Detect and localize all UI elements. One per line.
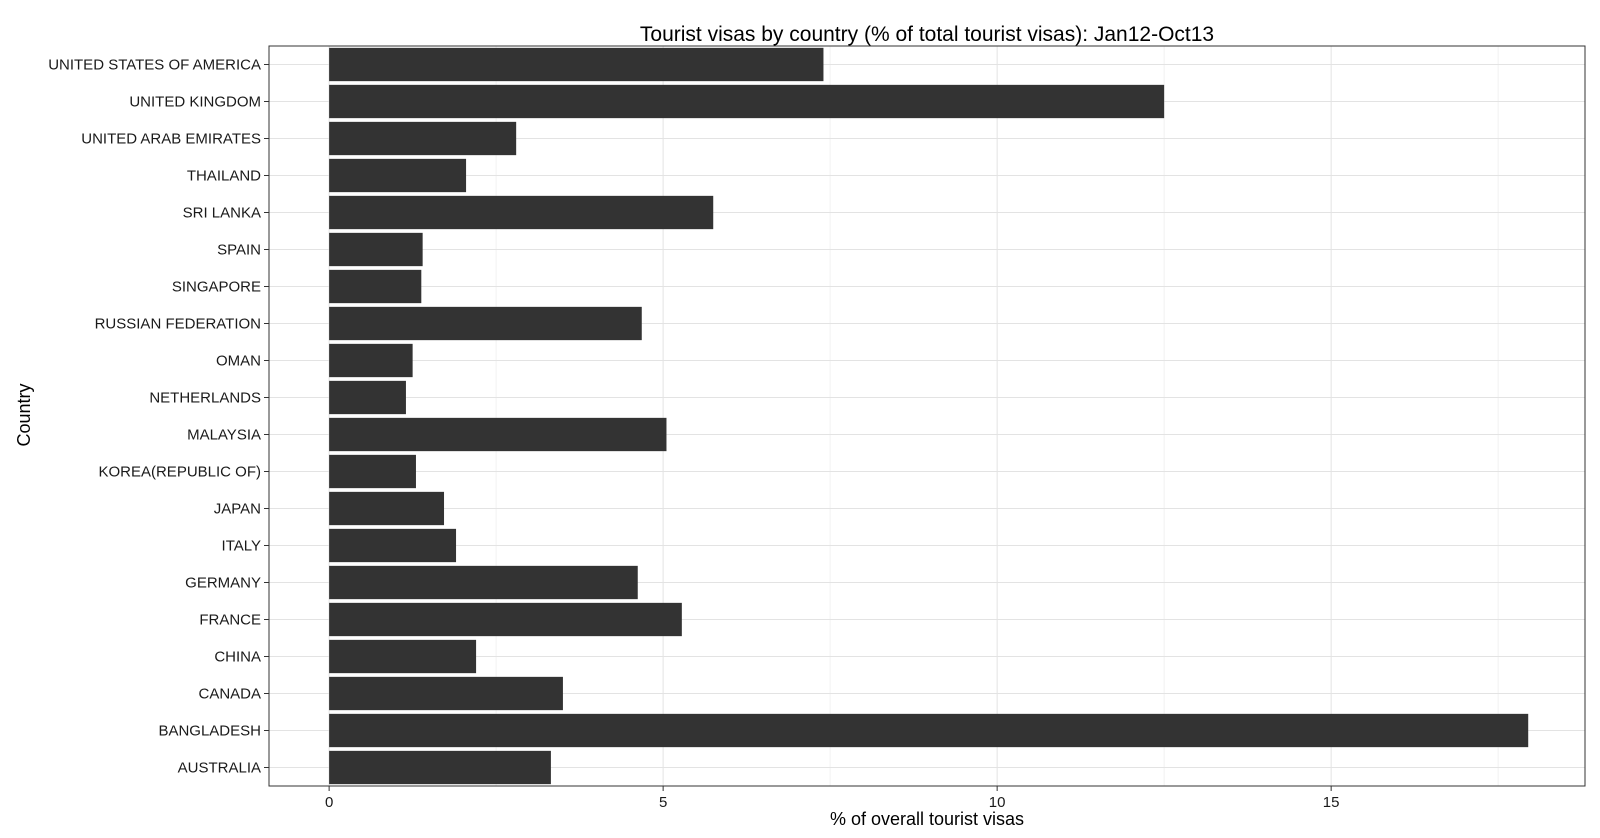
y-tick-label: OMAN <box>216 353 261 370</box>
chart-title: Tourist visas by country (% of total tou… <box>640 23 1214 46</box>
y-tick-label: BANGLADESH <box>158 723 261 740</box>
y-axis: UNITED STATES OF AMERICA UNITED KINGDOM UN… <box>48 57 269 777</box>
y-tick-label: UNITED KINGDOM <box>129 94 261 111</box>
bar <box>329 232 423 267</box>
bar <box>329 195 714 230</box>
bar <box>329 750 551 785</box>
bar <box>329 158 467 193</box>
x-tick-label: 5 <box>659 794 667 811</box>
x-tick-label: 15 <box>1323 794 1340 811</box>
x-tick-label: 10 <box>989 794 1006 811</box>
plot-panel-border <box>268 45 1586 787</box>
bar <box>329 417 667 452</box>
y-tick-label: GERMANY <box>185 575 261 592</box>
bar <box>329 121 517 156</box>
bar <box>329 269 422 304</box>
x-axis-title: % of overall tourist visas <box>830 809 1024 829</box>
y-tick-label: MALAYSIA <box>187 427 261 444</box>
bar <box>329 639 477 674</box>
y-tick-label: UNITED STATES OF AMERICA <box>48 57 261 74</box>
y-tick-label: AUSTRALIA <box>178 760 261 777</box>
bar <box>329 47 824 82</box>
y-tick-label: THAILAND <box>187 168 261 185</box>
bar <box>329 343 413 378</box>
y-tick-label: KOREA(REPUBLIC OF) <box>98 464 261 481</box>
y-tick-label: SRI LANKA <box>183 205 261 222</box>
y-tick-label: FRANCE <box>199 612 261 629</box>
y-tick-label: RUSSIAN FEDERATION <box>95 316 261 333</box>
y-tick-label: CANADA <box>198 686 261 703</box>
bar <box>329 713 1529 748</box>
y-tick-label: SPAIN <box>217 242 261 259</box>
bar <box>329 306 642 341</box>
y-tick-label: NETHERLANDS <box>149 390 261 407</box>
y-tick-label: ITALY <box>222 538 261 555</box>
y-axis-title: Country <box>14 383 34 446</box>
y-tick-label: JAPAN <box>214 501 261 518</box>
y-tick-label: SINGAPORE <box>172 279 261 296</box>
bar <box>329 676 563 711</box>
bar <box>329 491 445 526</box>
bar <box>329 454 416 489</box>
bar <box>329 84 1165 119</box>
bar <box>329 380 406 415</box>
y-tick-label: CHINA <box>214 649 261 666</box>
bar <box>329 602 682 637</box>
x-axis: 0 5 10 15 <box>325 786 1340 811</box>
grid <box>269 46 1585 786</box>
bar <box>329 528 457 563</box>
y-tick-label: UNITED ARAB EMIRATES <box>81 131 261 148</box>
bar <box>329 565 638 600</box>
bars <box>329 47 1529 785</box>
x-tick-label: 0 <box>325 794 333 811</box>
